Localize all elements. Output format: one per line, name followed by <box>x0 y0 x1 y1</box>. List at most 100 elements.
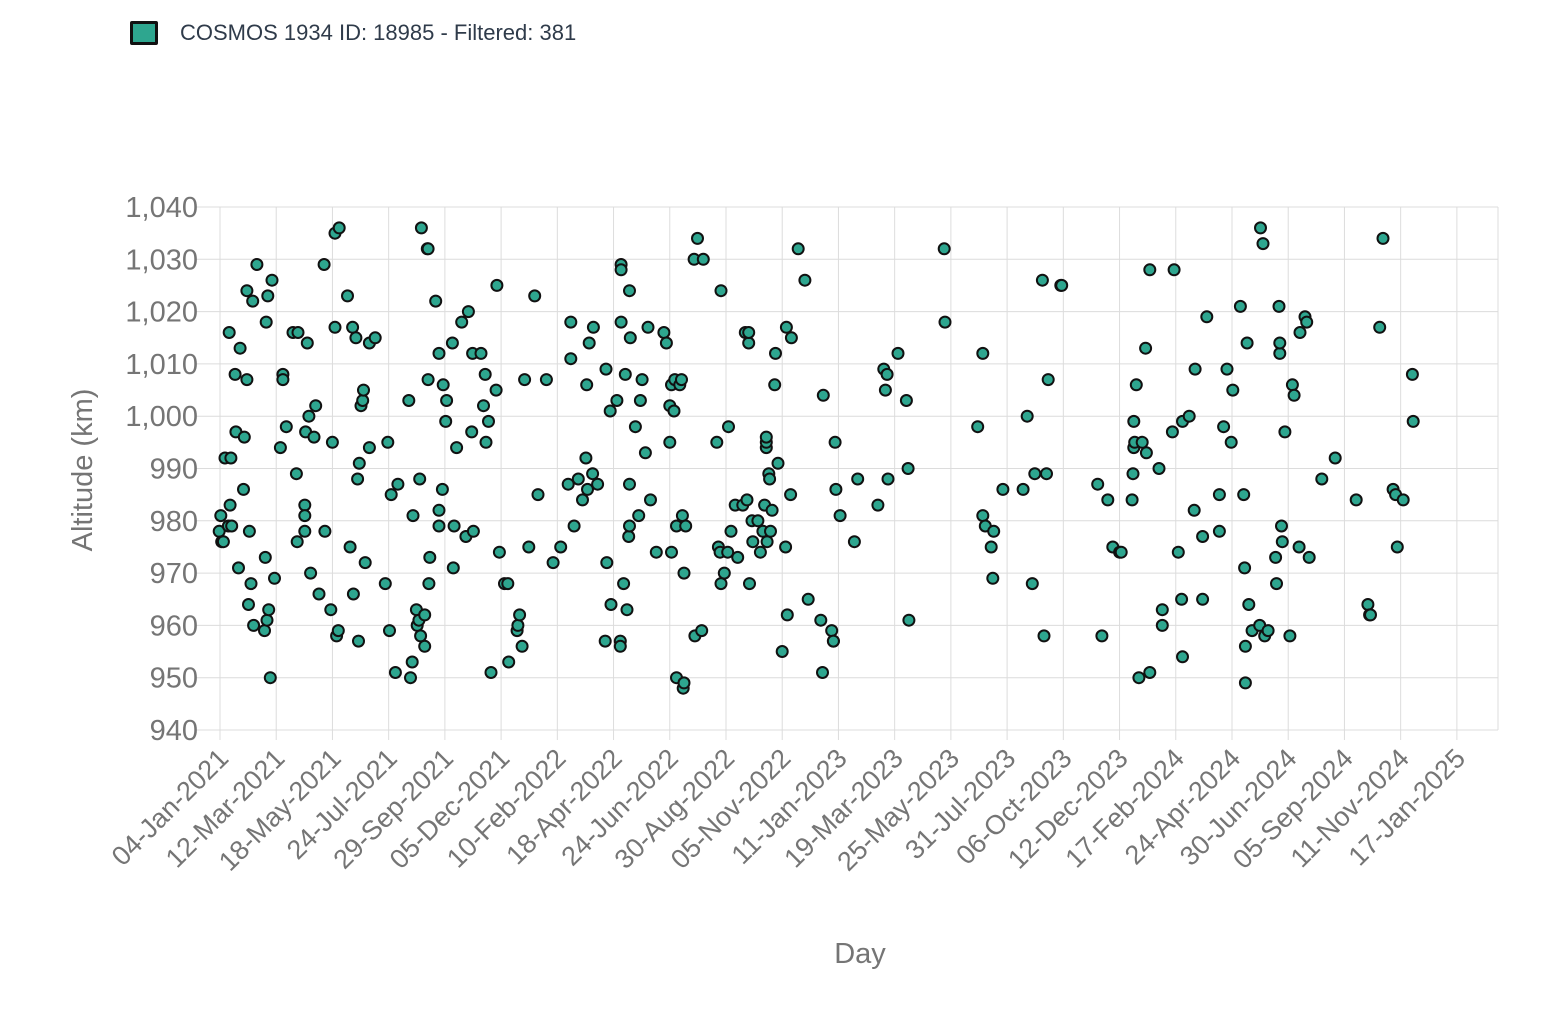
data-point[interactable] <box>513 608 527 622</box>
data-point[interactable] <box>1278 425 1292 439</box>
data-point[interactable] <box>591 477 605 491</box>
data-point[interactable] <box>436 378 450 392</box>
data-point[interactable] <box>307 430 321 444</box>
data-point[interactable] <box>791 242 805 256</box>
data-point[interactable] <box>439 414 453 428</box>
data-point[interactable] <box>1025 577 1039 591</box>
data-point[interactable] <box>1349 493 1363 507</box>
data-point[interactable] <box>614 263 628 277</box>
data-point[interactable] <box>262 603 276 617</box>
data-point[interactable] <box>603 404 617 418</box>
data-point[interactable] <box>1273 346 1287 360</box>
data-point[interactable] <box>714 577 728 591</box>
data-point[interactable] <box>482 414 495 428</box>
data-point[interactable] <box>492 545 506 559</box>
data-point[interactable] <box>351 472 365 486</box>
data-point[interactable] <box>760 535 774 549</box>
data-point[interactable] <box>731 550 745 564</box>
data-point[interactable] <box>891 346 905 360</box>
data-point[interactable] <box>1125 493 1139 507</box>
data-point[interactable] <box>391 477 405 491</box>
data-point[interactable] <box>710 435 724 449</box>
data-point[interactable] <box>445 336 459 350</box>
data-point[interactable] <box>276 373 290 387</box>
data-point[interactable] <box>1272 299 1286 313</box>
data-point[interactable] <box>986 571 1000 585</box>
data-point[interactable] <box>901 462 915 475</box>
data-point[interactable] <box>971 420 985 434</box>
data-point[interactable] <box>1139 341 1153 355</box>
data-point[interactable] <box>440 394 454 407</box>
data-point[interactable] <box>667 404 681 418</box>
data-point[interactable] <box>1261 624 1275 638</box>
data-point[interactable] <box>632 509 646 523</box>
data-point[interactable] <box>1242 598 1256 611</box>
data-point[interactable] <box>429 294 443 308</box>
data-point[interactable] <box>1220 362 1234 376</box>
data-point[interactable] <box>571 472 585 486</box>
data-point[interactable] <box>1238 561 1252 575</box>
data-point[interactable] <box>404 671 417 685</box>
data-point[interactable] <box>613 639 627 653</box>
data-point[interactable] <box>216 535 230 549</box>
data-point[interactable] <box>1237 488 1251 502</box>
data-point[interactable] <box>421 242 435 256</box>
data-point[interactable] <box>663 435 677 449</box>
data-point[interactable] <box>232 561 245 575</box>
data-point[interactable] <box>261 289 275 303</box>
data-point[interactable] <box>598 634 612 648</box>
data-point[interactable] <box>432 346 446 360</box>
data-point[interactable] <box>331 624 345 638</box>
data-point[interactable] <box>237 482 250 496</box>
data-point[interactable] <box>851 472 865 486</box>
data-point[interactable] <box>881 472 895 486</box>
data-point[interactable] <box>1273 336 1287 350</box>
data-point[interactable] <box>665 545 678 559</box>
data-point[interactable] <box>341 289 354 303</box>
data-point[interactable] <box>511 618 525 632</box>
data-point[interactable] <box>515 639 529 653</box>
data-point[interactable] <box>259 315 273 329</box>
data-point[interactable] <box>352 634 365 648</box>
data-point[interactable] <box>484 666 498 679</box>
data-point[interactable] <box>1376 231 1390 245</box>
data-point[interactable] <box>228 367 242 381</box>
data-point[interactable] <box>242 524 256 538</box>
data-point[interactable] <box>1224 435 1238 449</box>
data-point[interactable] <box>406 509 420 523</box>
data-point[interactable] <box>554 540 568 554</box>
data-point[interactable] <box>357 383 370 397</box>
data-point[interactable] <box>466 524 480 538</box>
data-point[interactable] <box>352 456 366 470</box>
data-point[interactable] <box>779 540 793 554</box>
data-point[interactable] <box>1182 409 1196 423</box>
data-point[interactable] <box>531 488 545 502</box>
data-point[interactable] <box>381 435 395 449</box>
data-point[interactable] <box>1287 388 1301 402</box>
data-point[interactable] <box>610 394 624 407</box>
data-point[interactable] <box>465 425 479 439</box>
data-point[interactable] <box>405 655 419 669</box>
data-point[interactable] <box>775 645 789 658</box>
data-point[interactable] <box>1127 414 1141 428</box>
data-point[interactable] <box>477 399 490 413</box>
data-point[interactable] <box>1165 425 1179 439</box>
data-point[interactable] <box>388 666 402 679</box>
data-point[interactable] <box>1240 336 1254 350</box>
data-point[interactable] <box>349 331 363 345</box>
data-point[interactable] <box>902 613 916 627</box>
chart-legend[interactable]: COSMOS 1934 ID: 18985 - Filtered: 381 <box>130 19 576 47</box>
data-point[interactable] <box>332 221 346 235</box>
data-point[interactable] <box>240 284 254 298</box>
data-point[interactable] <box>938 315 952 329</box>
data-point[interactable] <box>539 373 553 387</box>
data-point[interactable] <box>446 561 460 575</box>
data-point[interactable] <box>599 362 613 376</box>
data-point[interactable] <box>987 524 1001 538</box>
data-point[interactable] <box>1233 299 1247 313</box>
data-point[interactable] <box>764 524 777 538</box>
data-point[interactable] <box>1390 540 1404 554</box>
data-point[interactable] <box>422 577 436 591</box>
data-point[interactable] <box>828 435 842 449</box>
data-point[interactable] <box>976 509 990 523</box>
